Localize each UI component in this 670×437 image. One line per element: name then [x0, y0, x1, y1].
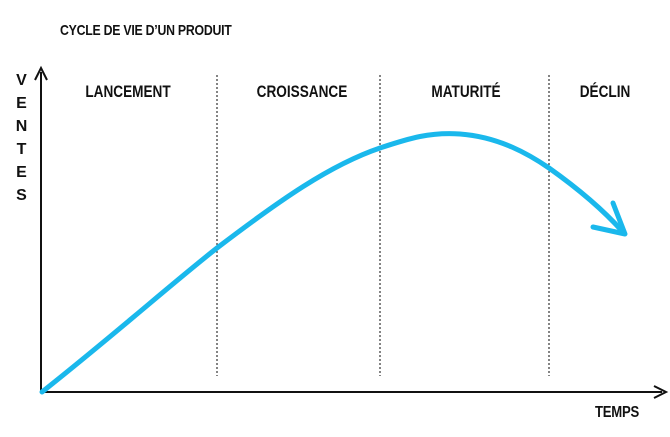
- phase-label: MATURITÉ: [431, 82, 501, 101]
- life-cycle-curve: [39, 131, 625, 395]
- title: CYCLE DE VIE D’UN PRODUIT: [60, 22, 232, 39]
- x-axis-arrow: [653, 385, 669, 399]
- phase-label: CROISSANCE: [256, 82, 348, 101]
- y-axis-arrow: [34, 65, 48, 81]
- phase-label: LANCEMENT: [85, 82, 171, 101]
- y-axis-label: VENTES: [13, 72, 30, 210]
- curve-arrowhead: [590, 200, 628, 237]
- x-axis-label: TEMPS: [595, 404, 639, 421]
- phase-label: DÉCLIN: [579, 82, 631, 101]
